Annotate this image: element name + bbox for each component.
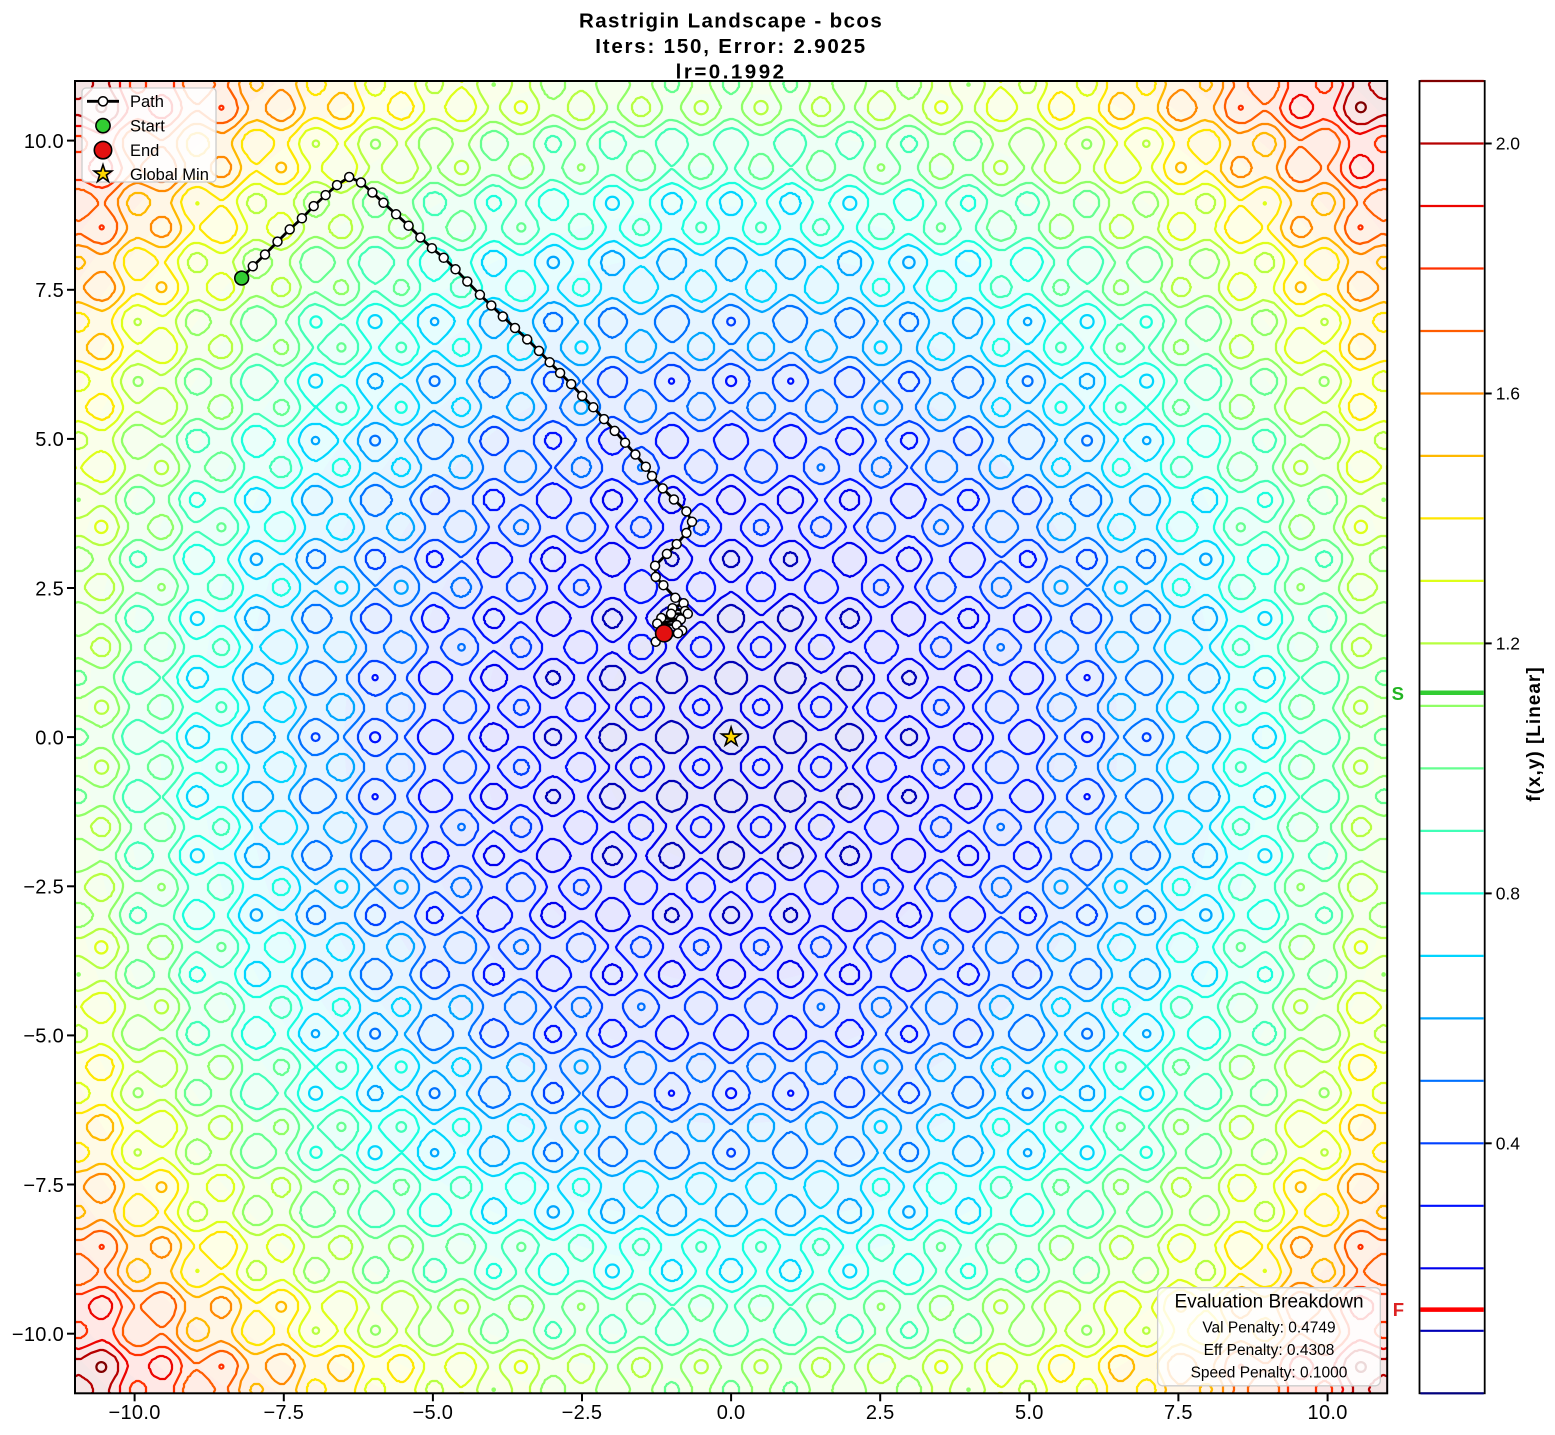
- svg-text:−7.5: −7.5: [23, 1175, 64, 1197]
- svg-text:Eff Penalty: 0.4308: Eff Penalty: 0.4308: [1204, 1342, 1335, 1359]
- svg-text:10.0: 10.0: [24, 131, 64, 153]
- svg-text:2.5: 2.5: [35, 578, 64, 600]
- svg-text:lr=0.1992: lr=0.1992: [676, 61, 787, 84]
- svg-text:−2.5: −2.5: [23, 877, 64, 899]
- svg-text:−7.5: −7.5: [263, 1402, 304, 1424]
- svg-text:2.0: 2.0: [1496, 134, 1521, 154]
- svg-text:10.0: 10.0: [1308, 1402, 1348, 1424]
- svg-text:0.4: 0.4: [1496, 1133, 1521, 1153]
- svg-text:0.0: 0.0: [717, 1402, 746, 1424]
- svg-text:−10.0: −10.0: [109, 1402, 161, 1424]
- svg-text:F: F: [1393, 1299, 1404, 1320]
- svg-text:2.5: 2.5: [866, 1402, 895, 1424]
- svg-text:5.0: 5.0: [35, 429, 64, 451]
- svg-text:Speed Penalty: 0.1000: Speed Penalty: 0.1000: [1191, 1365, 1348, 1382]
- svg-text:Iters: 150, Error: 2.9025: Iters: 150, Error: 2.9025: [595, 35, 867, 58]
- svg-text:Path: Path: [130, 93, 164, 111]
- svg-text:1.2: 1.2: [1496, 633, 1520, 653]
- svg-text:Rastrigin Landscape - bcos: Rastrigin Landscape - bcos: [579, 10, 883, 33]
- svg-text:1.6: 1.6: [1496, 384, 1520, 404]
- svg-text:S: S: [1392, 683, 1404, 704]
- svg-text:Global Min: Global Min: [130, 166, 209, 184]
- svg-text:0.8: 0.8: [1496, 883, 1520, 903]
- svg-text:7.5: 7.5: [1164, 1402, 1193, 1424]
- svg-text:−5.0: −5.0: [23, 1026, 64, 1048]
- svg-text:f(x,y) [Linear]: f(x,y) [Linear]: [1524, 666, 1545, 801]
- svg-text:Start: Start: [130, 117, 165, 135]
- svg-text:7.5: 7.5: [35, 280, 64, 302]
- svg-text:5.0: 5.0: [1015, 1402, 1044, 1424]
- svg-text:−2.5: −2.5: [562, 1402, 603, 1424]
- svg-text:−5.0: −5.0: [413, 1402, 454, 1424]
- svg-text:Evaluation Breakdown: Evaluation Breakdown: [1174, 1292, 1363, 1313]
- svg-text:−10.0: −10.0: [12, 1324, 64, 1346]
- svg-text:End: End: [130, 142, 159, 160]
- svg-text:Val Penalty: 0.4749: Val Penalty: 0.4749: [1202, 1319, 1335, 1336]
- svg-text:0.0: 0.0: [35, 727, 64, 749]
